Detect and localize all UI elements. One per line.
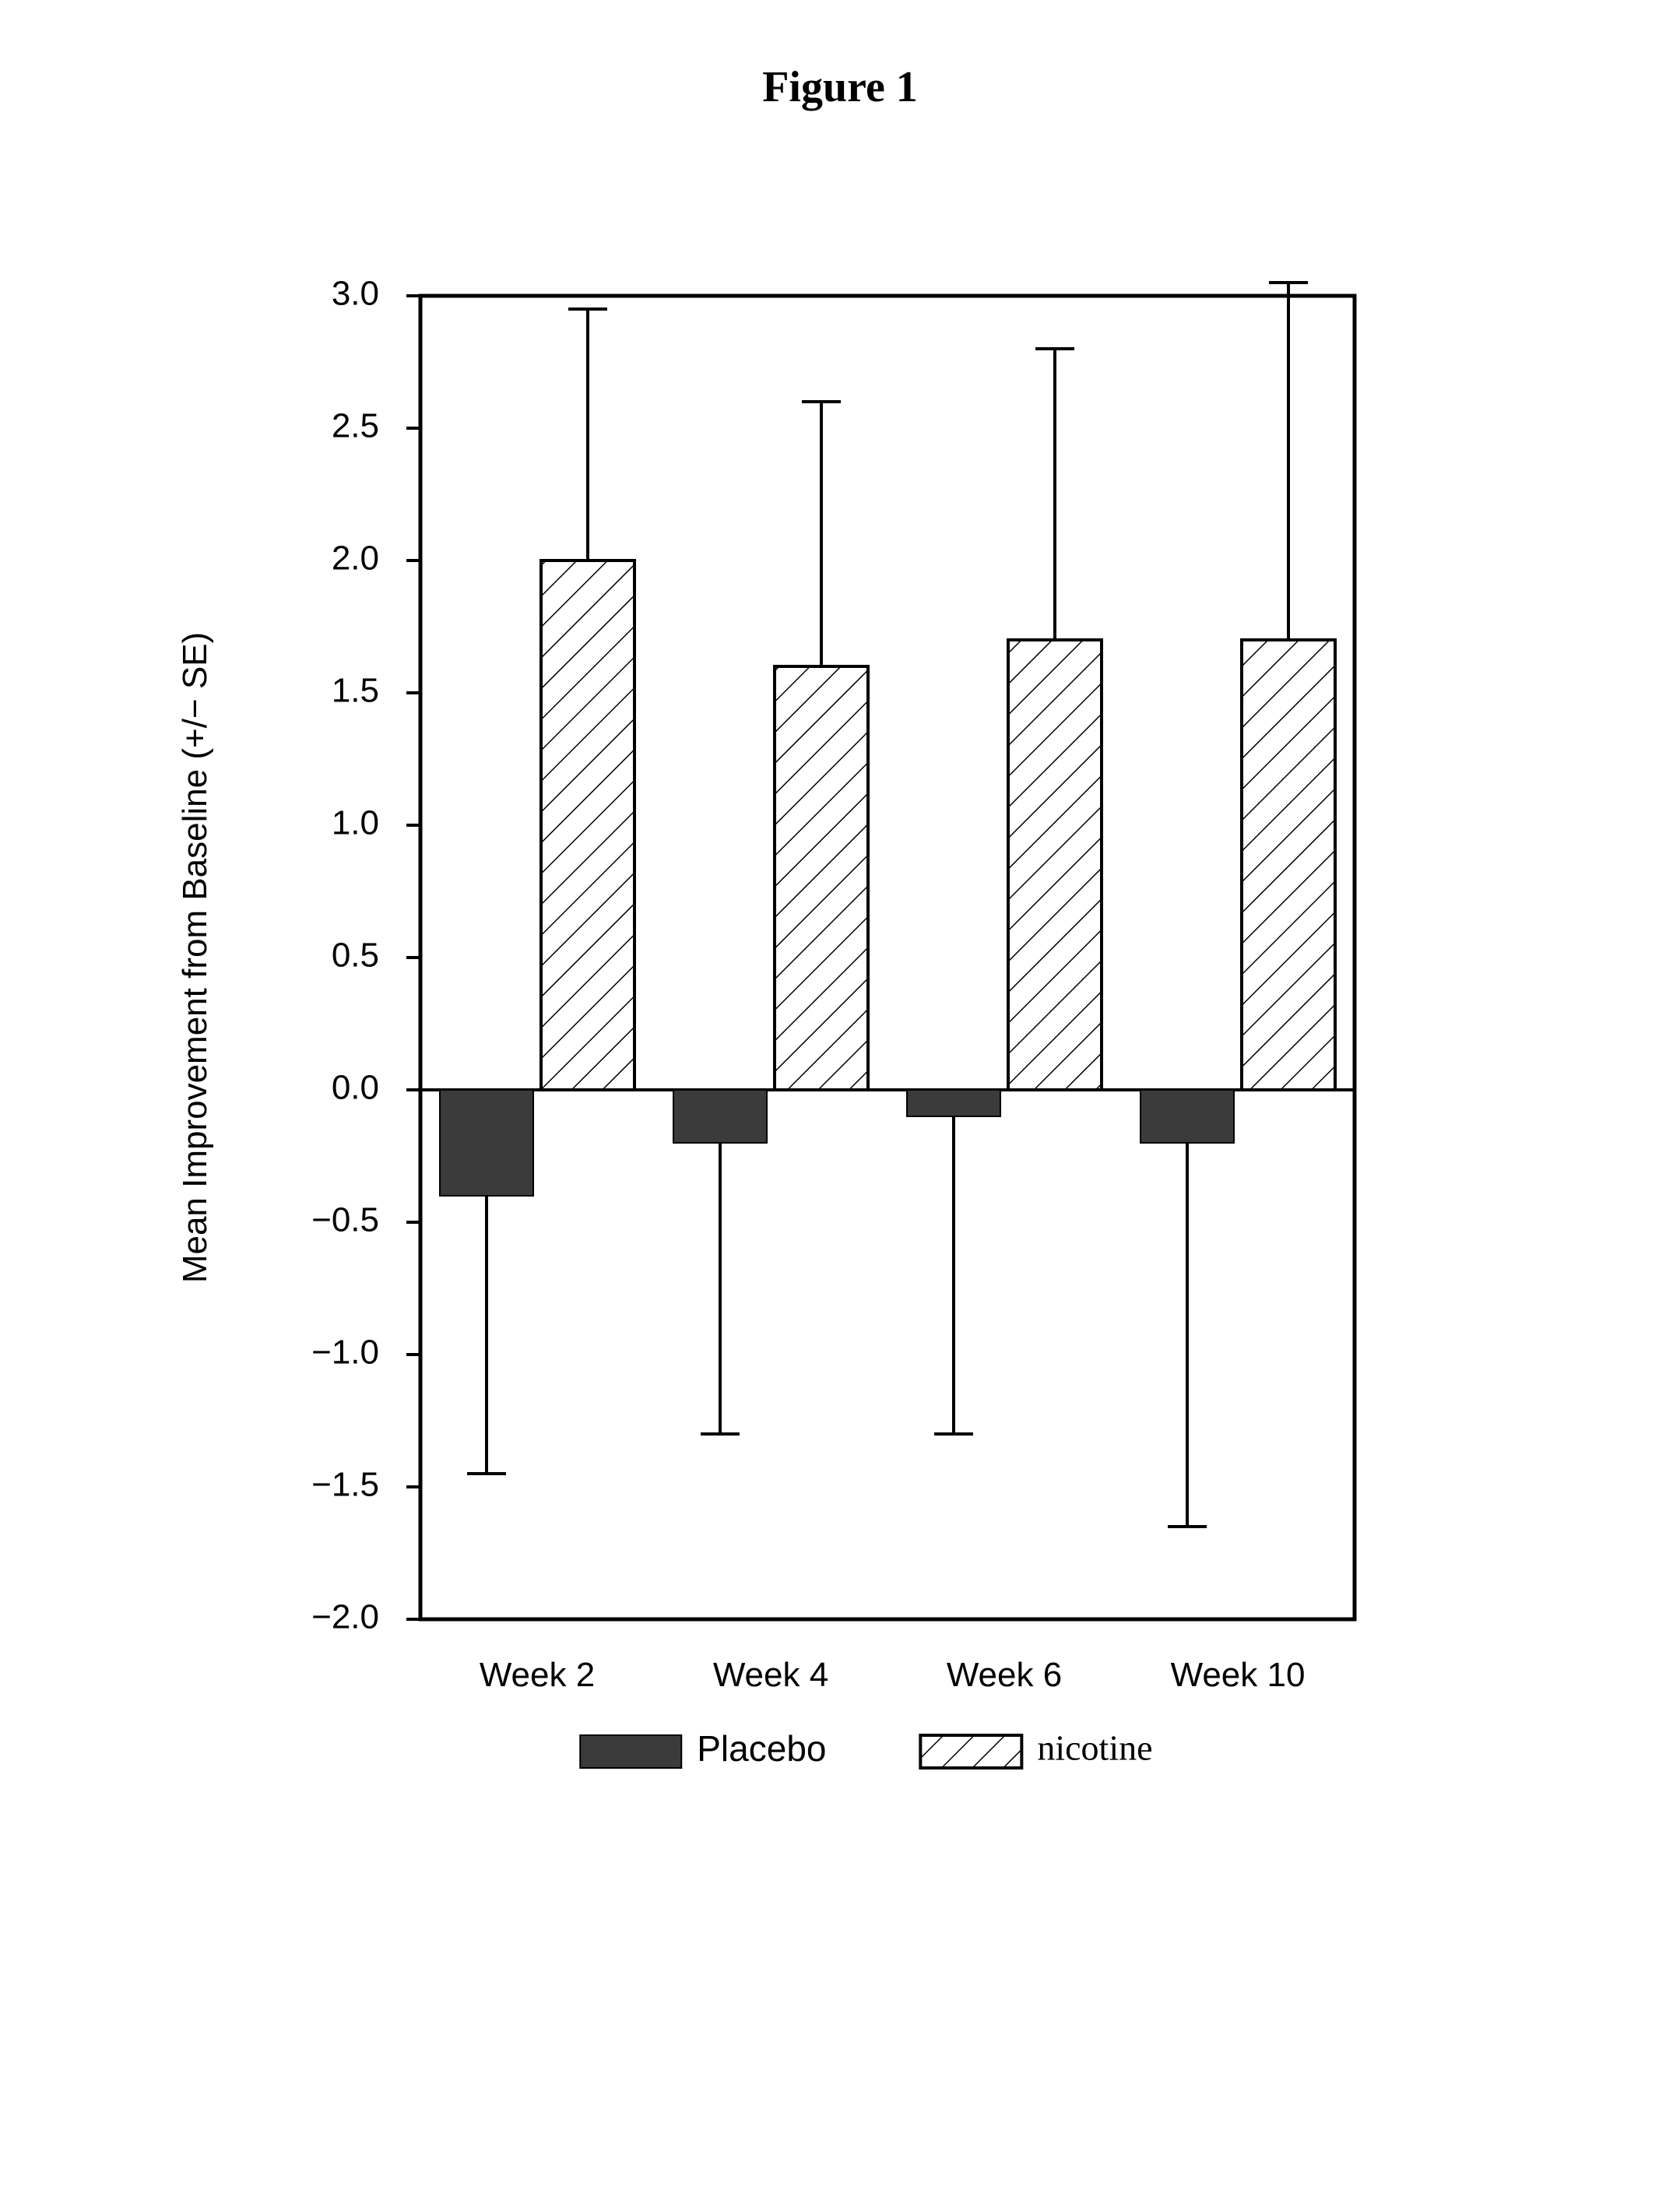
legend-swatch xyxy=(580,1735,681,1768)
y-tick-label: −0.5 xyxy=(311,1201,379,1239)
y-tick-label: 1.5 xyxy=(332,672,379,710)
y-tick-label: −1.5 xyxy=(311,1466,379,1504)
x-tick-label: Week 2 xyxy=(480,1656,595,1694)
y-axis-label: Mean Improvement from Baseline (+/− SE) xyxy=(176,632,214,1283)
legend-label: nicotine xyxy=(1037,1728,1152,1768)
y-tick-label: 0.5 xyxy=(332,937,379,975)
y-tick-label: −1.0 xyxy=(311,1334,379,1372)
bar-nicotine xyxy=(1008,640,1102,1090)
x-tick-label: Week 4 xyxy=(713,1656,828,1694)
legend-label: Placebo xyxy=(697,1728,826,1769)
y-tick-label: 1.0 xyxy=(332,804,379,842)
x-tick-label: Week 10 xyxy=(1171,1656,1306,1694)
bar-nicotine xyxy=(1242,640,1335,1090)
bar-placebo xyxy=(673,1090,767,1143)
bar-placebo xyxy=(1141,1090,1234,1143)
bar-placebo xyxy=(440,1090,533,1196)
bar-nicotine xyxy=(541,561,634,1090)
y-tick-label: 3.0 xyxy=(332,275,379,313)
y-tick-label: 2.5 xyxy=(332,407,379,445)
y-tick-label: 2.0 xyxy=(332,539,379,578)
x-tick-label: Week 6 xyxy=(947,1656,1062,1694)
legend-swatch xyxy=(920,1735,1021,1768)
y-tick-label: −2.0 xyxy=(311,1598,379,1636)
chart-holder: −2.0 −1.5 −1.0 −0.5 0.0 0.5 1.0 1.5 2.0 2.5 3.0 Mea… xyxy=(109,257,1479,1896)
figure-title: Figure 1 xyxy=(0,62,1680,112)
bar-chart: −2.0 −1.5 −1.0 −0.5 0.0 0.5 1.0 1.5 2.0 2.5 3.0 Mea… xyxy=(109,257,1479,1892)
bar-placebo xyxy=(907,1090,1000,1116)
bar-nicotine xyxy=(775,666,868,1090)
page: Figure 1 −2.0 −1.5 −1.0 −0.5 0.0 0.5 1.0 1.5 2.0… xyxy=(0,0,1680,2207)
y-tick-label: 0.0 xyxy=(332,1069,379,1107)
